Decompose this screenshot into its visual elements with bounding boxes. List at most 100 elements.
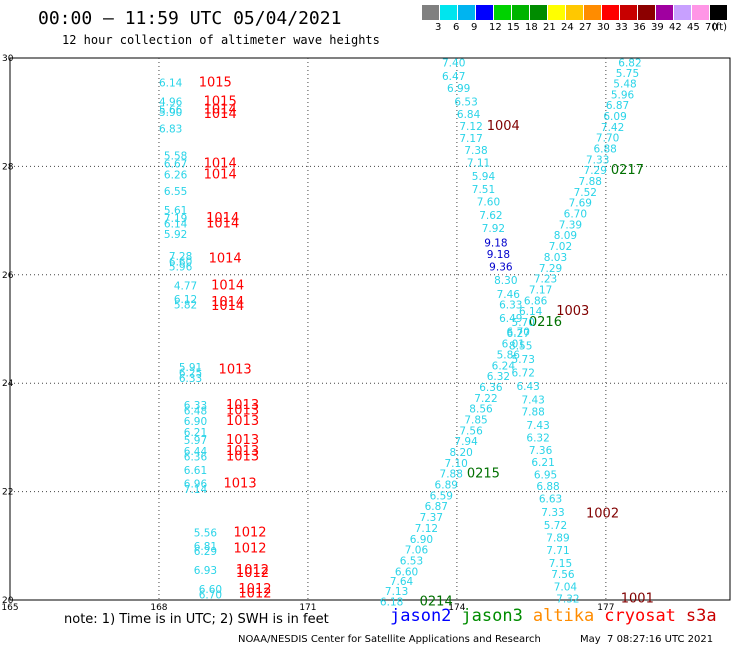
legend-item-s3a: s3a <box>685 606 717 626</box>
observation-time-label: 1014 <box>204 107 237 122</box>
swh-value-label: 7.28 <box>169 251 192 263</box>
color-swatch <box>440 5 457 20</box>
swh-value-label: 6.36 <box>184 451 208 463</box>
swh-value-label: 7.38 <box>464 145 487 157</box>
observation-time-label: 0217 <box>611 163 644 178</box>
swh-value-label: 6.93 <box>194 565 217 577</box>
color-scale-label: 42 <box>669 22 682 33</box>
color-scale-label: 39 <box>651 22 664 33</box>
observation-time-label: 1013 <box>219 363 252 378</box>
swh-value-label: 6.96 <box>184 478 208 490</box>
color-scale-unit: (ft) <box>712 22 728 33</box>
swh-value-label: 6.32 <box>487 371 510 383</box>
swh-value-label: 6.60 <box>169 256 192 268</box>
swh-value-label: 6.18 <box>380 597 403 609</box>
observation-time-label: 1013 <box>226 414 259 429</box>
observation-time-label: 0215 <box>467 467 500 482</box>
swh-value-label: 5.82 <box>174 300 197 312</box>
latitude-tick-label: 22 <box>2 488 13 498</box>
observation-time-label: 1013 <box>224 476 257 491</box>
color-swatch <box>422 5 439 20</box>
swh-value-label: 6.55 <box>164 186 187 198</box>
swh-value-label: 7.36 <box>529 445 553 457</box>
swh-value-label: 5.75 <box>616 68 639 80</box>
swh-value-label: 5.94 <box>472 171 496 183</box>
swh-value-label: 5.56 <box>194 527 218 539</box>
swh-value-label: 7.69 <box>569 198 592 210</box>
swh-value-label: 5.96 <box>611 89 635 101</box>
satellite-legend: jason2 jason3 altika cryosat s3a <box>390 606 727 626</box>
swh-value-label: 6.14 <box>164 218 188 230</box>
swh-value-label: 6.87 <box>425 501 448 513</box>
swh-value-label: 5.92 <box>164 229 187 241</box>
swh-value-label: 6.59 <box>430 490 453 502</box>
color-swatch <box>512 5 529 20</box>
longitude-tick-label: 165 <box>1 603 18 613</box>
swh-value-label: 6.53 <box>454 96 477 108</box>
latitude-tick-label: 24 <box>2 379 14 389</box>
swh-value-label: 5.86 <box>497 349 521 361</box>
swh-value-label: 7.29 <box>539 263 562 275</box>
swh-value-label: 5.58 <box>164 151 187 163</box>
swh-value-label: 7.29 <box>584 165 607 177</box>
observation-time-label: 1014 <box>211 279 244 294</box>
swh-value-label: 7.42 <box>601 122 624 134</box>
swh-value-label: 7.02 <box>549 241 572 253</box>
swh-value-label: 9.18 <box>487 249 510 261</box>
swh-value-label: 7.33 <box>541 507 564 519</box>
swh-value-label: 7.56 <box>459 425 483 437</box>
latitude-tick-label: 20 <box>2 596 14 606</box>
swh-value-label: 7.56 <box>551 569 575 581</box>
color-scale-label: 15 <box>507 22 520 33</box>
swh-value-label: 6.89 <box>435 480 458 492</box>
swh-value-label: 5.72 <box>544 520 567 532</box>
swh-value-label: 6.70 <box>564 209 587 221</box>
swh-value-label: 6.36 <box>479 382 503 394</box>
swh-value-label: 7.10 <box>444 458 467 470</box>
legend-item-jason3: jason3 <box>461 606 523 626</box>
swh-value-label: 4.77 <box>174 281 197 293</box>
observation-time-label: 1015 <box>199 75 232 90</box>
observation-time-label: 1012 <box>236 566 269 581</box>
observation-time-label: 0214 <box>420 595 453 610</box>
color-swatch <box>584 5 601 20</box>
swh-value-label: 6.95 <box>534 469 557 481</box>
swh-value-label: 7.19 <box>164 213 187 225</box>
swh-value-label: 4.96 <box>159 96 183 108</box>
observation-time-label: 1001 <box>621 591 654 606</box>
color-scale-label: 30 <box>597 22 610 33</box>
credit-line: NOAA/NESDIS Center for Satellite Applica… <box>238 634 541 645</box>
longitude-tick-label: 171 <box>299 603 316 613</box>
swh-value-label: 7.64 <box>390 576 414 588</box>
swh-value-label: 7.14 <box>184 484 208 496</box>
swh-value-label: 7.23 <box>534 274 557 286</box>
swh-value-label: 5.66 <box>159 104 183 116</box>
swh-value-label: 6.81 <box>194 541 217 553</box>
swh-value-label: 6.88 <box>593 144 616 156</box>
swh-value-label: 6.53 <box>400 555 423 567</box>
color-scale-label: 6 <box>453 22 460 33</box>
swh-value-label: 7.06 <box>405 545 429 557</box>
swh-value-label: 6.33 <box>499 300 522 312</box>
swh-value-label: 6.67 <box>164 159 187 171</box>
swh-value-label: 7.32 <box>556 593 579 605</box>
color-swatch <box>602 5 619 20</box>
swh-value-label: 7.39 <box>559 219 582 231</box>
observation-time-label: 1013 <box>226 403 259 418</box>
swh-value-label: 6.84 <box>457 109 481 121</box>
swh-value-label: 5.91 <box>179 362 202 374</box>
swh-value-label: 7.89 <box>546 533 569 545</box>
swh-value-label: 7.37 <box>420 512 443 524</box>
swh-value-label: 6.09 <box>603 111 626 123</box>
swh-value-label: 7.88 <box>521 406 544 418</box>
swh-value-label: 7.88 <box>579 176 602 188</box>
map-frame <box>9 57 731 601</box>
color-swatch <box>476 5 493 20</box>
swh-value-label: 6.43 <box>516 381 539 393</box>
color-scale-label: 3 <box>435 22 442 33</box>
observation-time-label: 1014 <box>211 299 244 314</box>
color-scale-label: 27 <box>579 22 592 33</box>
swh-value-label: 7.70 <box>596 133 619 145</box>
swh-value-label: 8.56 <box>469 404 493 416</box>
swh-value-label: 8.30 <box>494 275 517 287</box>
